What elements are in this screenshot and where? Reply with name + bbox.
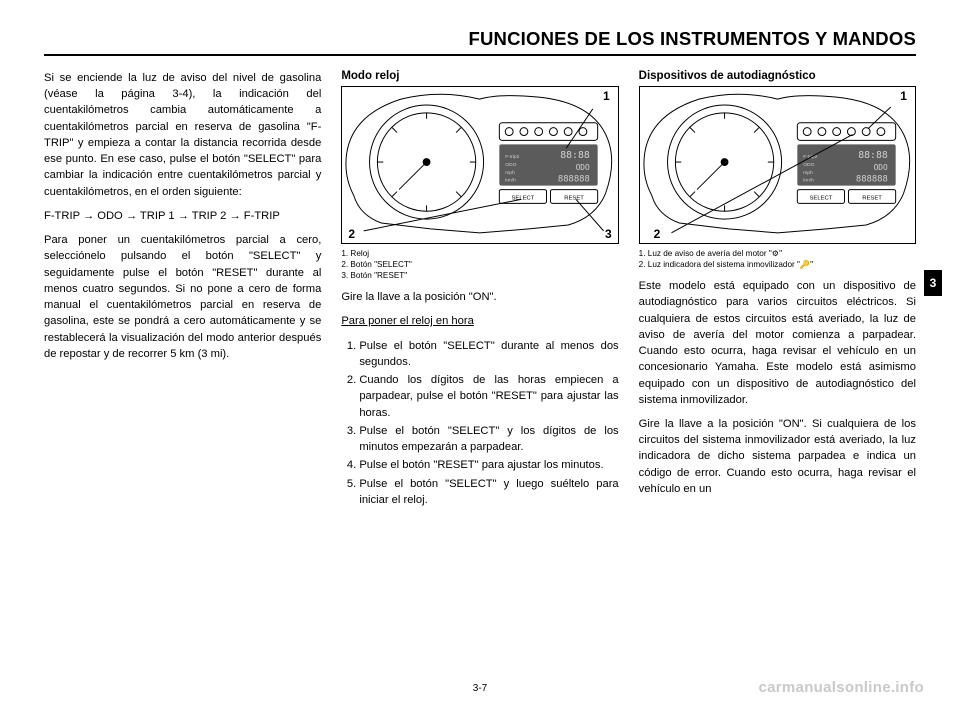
svg-text:ODO: ODO	[576, 163, 590, 172]
title-bar: FUNCIONES DE LOS INSTRUMENTOS Y MANDOS	[44, 28, 916, 56]
svg-text:RESET: RESET	[862, 195, 882, 201]
col2-caption: 1. Reloj 2. Botón "SELECT" 3. Botón "RES…	[341, 248, 618, 281]
svg-text:km/h: km/h	[803, 178, 814, 184]
col3-caption: 1. Luz de aviso de avería del motor "⚙" …	[639, 248, 916, 270]
svg-text:km/h: km/h	[506, 178, 517, 184]
column-2: Modo reloj	[341, 70, 618, 510]
col3-heading: Dispositivos de autodiagnóstico	[639, 70, 916, 82]
column-3: Dispositivos de autodiagnóstico	[639, 70, 916, 510]
col3-paragraph-2: Gire la llave a la posición "ON". Si cua…	[639, 416, 916, 497]
page-title: FUNCIONES DE LOS INSTRUMENTOS Y MANDOS	[44, 28, 916, 50]
svg-text:ODO: ODO	[873, 163, 887, 172]
callout-2: 2	[348, 227, 355, 241]
svg-text:mph: mph	[803, 170, 813, 176]
col1-sequence: F-TRIP → ODO → TRIP 1 → TRIP 2 → F-TRIP	[44, 208, 321, 224]
svg-text:F-trip2: F-trip2	[506, 154, 520, 160]
callout-2: 2	[654, 227, 661, 241]
col2-step-5: Pulse el botón "SELECT" y luego suéltelo…	[359, 476, 618, 508]
col2-figure: 88:88 ODO 888888 F-trip2 ODO mph km/h SE…	[341, 86, 618, 244]
svg-text:SELECT: SELECT	[809, 195, 832, 201]
callout-3: 3	[605, 227, 612, 241]
col3-paragraph-1: Este modelo está equipado con un disposi…	[639, 278, 916, 408]
svg-text:88:88: 88:88	[858, 150, 888, 161]
svg-text:ODO: ODO	[803, 162, 814, 168]
col2-heading: Modo reloj	[341, 70, 618, 82]
gauge-cluster-icon: 88:88 ODO 888888 F-trip2 ODO mph km/h SE…	[640, 87, 915, 243]
col2-step-3: Pulse el botón "SELECT" y los dígitos de…	[359, 423, 618, 455]
svg-text:888888: 888888	[856, 175, 888, 185]
col2-paragraph-1: Gire la llave a la posición "ON".	[341, 289, 618, 305]
content-columns: Si se enciende la luz de aviso del nivel…	[44, 70, 916, 510]
col3-caption-2: 2. Luz indicadora del sistema inmoviliza…	[639, 259, 916, 270]
svg-text:88:88: 88:88	[561, 150, 591, 161]
watermark: carmanualsonline.info	[759, 679, 925, 696]
gauge-cluster-icon: 88:88 ODO 888888 F-trip2 ODO mph km/h SE…	[342, 87, 617, 243]
col2-paragraph-2: Para poner el reloj en hora	[341, 313, 618, 329]
col3-caption-1: 1. Luz de aviso de avería del motor "⚙"	[639, 248, 916, 259]
col2-steps: Pulse el botón "SELECT" durante al menos…	[341, 338, 618, 508]
svg-text:888888: 888888	[558, 175, 590, 185]
svg-text:mph: mph	[506, 170, 516, 176]
callout-1: 1	[603, 89, 610, 103]
col2-caption-3: 3. Botón "RESET"	[341, 270, 618, 281]
col2-step-4: Pulse el botón "RESET" para ajustar los …	[359, 457, 618, 473]
col1-paragraph-1: Si se enciende la luz de aviso del nivel…	[44, 70, 321, 200]
section-tab: 3	[924, 270, 942, 296]
svg-text:ODO: ODO	[506, 162, 517, 168]
col2-step-1: Pulse el botón "SELECT" durante al menos…	[359, 338, 618, 370]
col3-figure: 88:88 ODO 888888 F-trip2 ODO mph km/h SE…	[639, 86, 916, 244]
col1-paragraph-2: Para poner un cuentakilómetros parcial a…	[44, 232, 321, 362]
col2-caption-2: 2. Botón "SELECT"	[341, 259, 618, 270]
callout-1: 1	[900, 89, 907, 103]
col2-caption-1: 1. Reloj	[341, 248, 618, 259]
col2-step-2: Cuando los dígitos de las horas empiecen…	[359, 372, 618, 421]
svg-text:RESET: RESET	[565, 195, 585, 201]
column-1: Si se enciende la luz de aviso del nivel…	[44, 70, 321, 510]
